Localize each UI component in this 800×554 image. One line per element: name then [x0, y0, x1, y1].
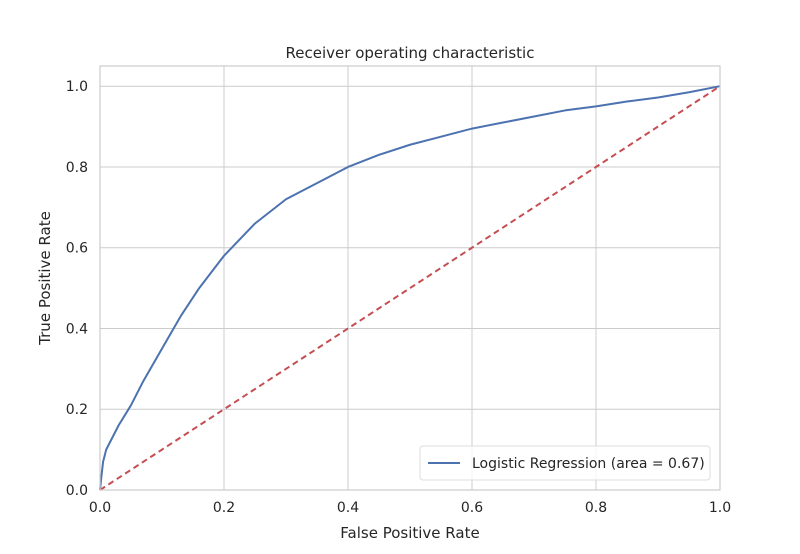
y-tick-label: 0.2 [66, 402, 88, 418]
x-tick-label: 0.6 [461, 500, 483, 516]
x-tick-label: 0.8 [585, 500, 607, 516]
y-tick-label: 1.0 [66, 79, 88, 95]
y-tick-label: 0.0 [66, 483, 88, 499]
plot-area [100, 66, 720, 490]
legend-label: Logistic Regression (area = 0.67) [472, 456, 705, 472]
legend-box [419, 445, 711, 481]
legend: Logistic Regression (area = 0.67) [419, 445, 711, 481]
roc-curve-line [99, 85, 721, 491]
y-axis-label: True Positive Rate [36, 211, 54, 346]
x-tick-label: 0.0 [89, 500, 111, 516]
chart-title: Receiver operating characteristic [286, 44, 535, 62]
x-tick-label: 0.2 [213, 500, 235, 516]
plot-frame [99, 65, 721, 491]
y-tick-label: 0.4 [66, 321, 88, 337]
y-tick-label: 0.6 [66, 241, 88, 257]
chance-diagonal-line [99, 85, 721, 491]
x-axis-label: False Positive Rate [340, 524, 479, 542]
x-tick-label: 1.0 [709, 500, 731, 516]
x-tick-label: 0.4 [337, 500, 359, 516]
y-tick-label: 0.8 [66, 160, 88, 176]
